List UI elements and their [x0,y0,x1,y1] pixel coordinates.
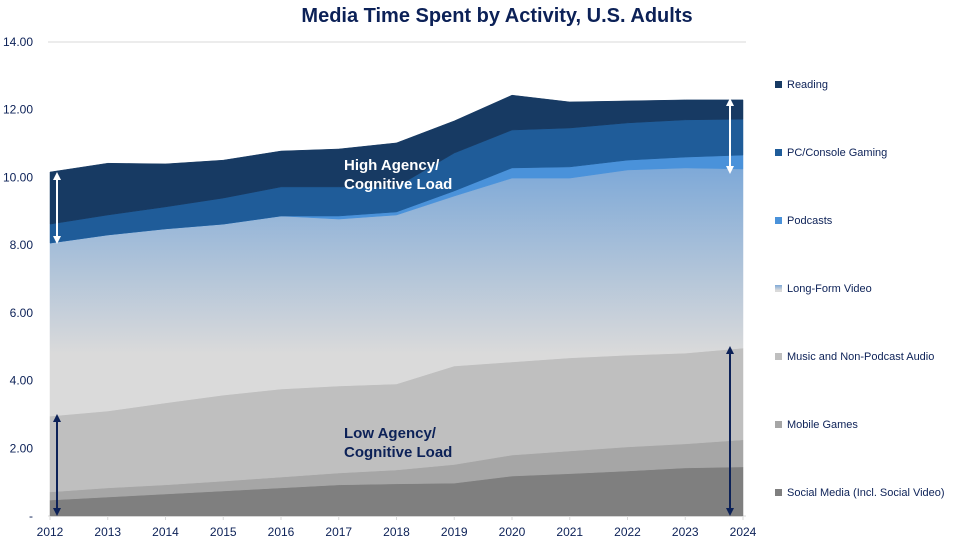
x-tick-label: 2015 [210,525,237,539]
legend-label: Long-Form Video [787,283,872,295]
y-tick-label: - [29,509,33,523]
x-tick-label: 2012 [37,525,64,539]
x-tick-label: 2021 [556,525,583,539]
legend-swatch [775,149,782,156]
legend-swatch [775,489,782,496]
x-tick-label: 2023 [672,525,699,539]
low-agency-label: Cognitive Load [344,444,452,461]
legend-swatch [775,81,782,88]
y-tick-label: 4.00 [10,374,34,388]
y-tick-label: 6.00 [10,306,34,320]
legend-swatch [775,421,782,428]
y-tick-label: 12.00 [3,103,33,117]
legend-swatch [775,285,782,292]
legend-swatch [775,353,782,360]
x-tick-label: 2022 [614,525,641,539]
y-tick-label: 8.00 [10,238,34,252]
high-agency-label: Cognitive Load [344,176,452,193]
legend-label: Mobile Games [787,419,858,431]
high-agency-label: High Agency/ [344,157,440,174]
low-agency-label: Low Agency/ [344,425,437,442]
area-reading [49,94,744,225]
x-tick-label: 2020 [499,525,526,539]
y-tick-label: 14.00 [3,35,33,49]
y-tick-label: 10.00 [3,170,33,184]
legend-label: Podcasts [787,215,833,227]
x-tick-label: 2019 [441,525,468,539]
x-tick-label: 2014 [152,525,179,539]
x-tick-label: 2017 [325,525,352,539]
x-tick-label: 2016 [268,525,295,539]
y-tick-label: 2.00 [10,441,34,455]
legend-label: PC/Console Gaming [787,147,887,159]
chart-title: Media Time Spent by Activity, U.S. Adult… [301,5,692,27]
legend-label: Social Media (Incl. Social Video) [787,487,945,499]
x-tick-label: 2024 [730,525,757,539]
x-tick-label: 2013 [94,525,121,539]
x-tick-label: 2018 [383,525,410,539]
legend-label: Music and Non-Podcast Audio [787,351,934,363]
legend-label: Reading [787,79,828,91]
legend-swatch [775,217,782,224]
